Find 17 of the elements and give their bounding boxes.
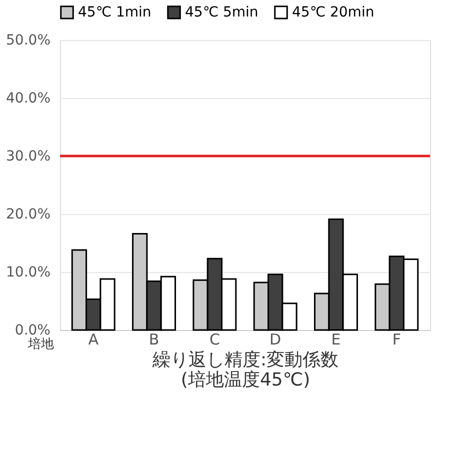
x-tick-label: B	[148, 330, 160, 348]
y-tick-label: 30.0%	[6, 148, 50, 164]
y-tick-label: 10.0%	[6, 264, 50, 280]
x-tick-label: A	[88, 330, 100, 348]
y-tick-label: 0.0%	[14, 322, 50, 338]
x-tick-label: F	[392, 330, 401, 348]
x-tick-label: D	[270, 330, 282, 348]
y-tick-label: 50.0%	[6, 32, 50, 48]
x-tick-label: E	[331, 330, 341, 348]
legend-label: 45℃ 5min	[185, 4, 258, 20]
legend-label: 45℃ 20min	[292, 4, 374, 20]
text: 培地	[27, 337, 54, 352]
y-tick-label: 20.0%	[6, 206, 50, 222]
x-axis-title: 繰り返し精度:変動係数 (培地温度45℃)	[151, 350, 339, 390]
legend-label: 45℃ 1min	[78, 4, 152, 20]
y-tick-label: 40.0%	[6, 90, 50, 106]
x-tick-label: C	[209, 330, 220, 348]
